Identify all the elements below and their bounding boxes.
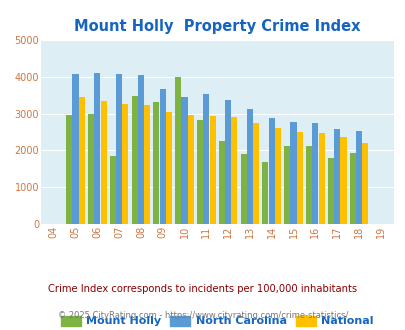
- Bar: [284, 146, 290, 224]
- Bar: [66, 115, 72, 224]
- Bar: [268, 117, 274, 224]
- Bar: [116, 74, 122, 224]
- Bar: [122, 104, 128, 224]
- Bar: [94, 73, 100, 224]
- Bar: [100, 101, 107, 224]
- Bar: [196, 120, 202, 224]
- Bar: [166, 112, 172, 224]
- Bar: [88, 114, 94, 224]
- Bar: [131, 96, 137, 224]
- Bar: [327, 158, 333, 224]
- Bar: [361, 143, 367, 224]
- Bar: [218, 141, 224, 224]
- Bar: [138, 75, 144, 224]
- Bar: [224, 100, 230, 224]
- Bar: [349, 153, 355, 224]
- Bar: [209, 116, 215, 224]
- Bar: [175, 77, 181, 224]
- Bar: [333, 129, 339, 224]
- Bar: [262, 162, 268, 224]
- Bar: [187, 115, 194, 224]
- Title: Mount Holly  Property Crime Index: Mount Holly Property Crime Index: [74, 19, 360, 34]
- Legend: Mount Holly, North Carolina, National: Mount Holly, North Carolina, National: [56, 311, 377, 330]
- Bar: [253, 123, 259, 224]
- Text: Crime Index corresponds to incidents per 100,000 inhabitants: Crime Index corresponds to incidents per…: [48, 284, 357, 294]
- Bar: [109, 156, 115, 224]
- Bar: [339, 137, 345, 224]
- Bar: [274, 128, 280, 224]
- Bar: [144, 105, 150, 224]
- Bar: [311, 123, 318, 224]
- Bar: [355, 131, 361, 224]
- Bar: [181, 96, 187, 224]
- Bar: [72, 74, 78, 224]
- Bar: [290, 122, 296, 224]
- Bar: [79, 96, 85, 224]
- Bar: [246, 109, 252, 224]
- Bar: [318, 133, 324, 224]
- Bar: [296, 132, 302, 224]
- Bar: [305, 146, 311, 224]
- Bar: [240, 154, 246, 224]
- Bar: [231, 117, 237, 224]
- Bar: [203, 94, 209, 224]
- Bar: [153, 102, 159, 224]
- Bar: [159, 89, 165, 224]
- Text: © 2025 CityRating.com - https://www.cityrating.com/crime-statistics/: © 2025 CityRating.com - https://www.city…: [58, 312, 347, 320]
